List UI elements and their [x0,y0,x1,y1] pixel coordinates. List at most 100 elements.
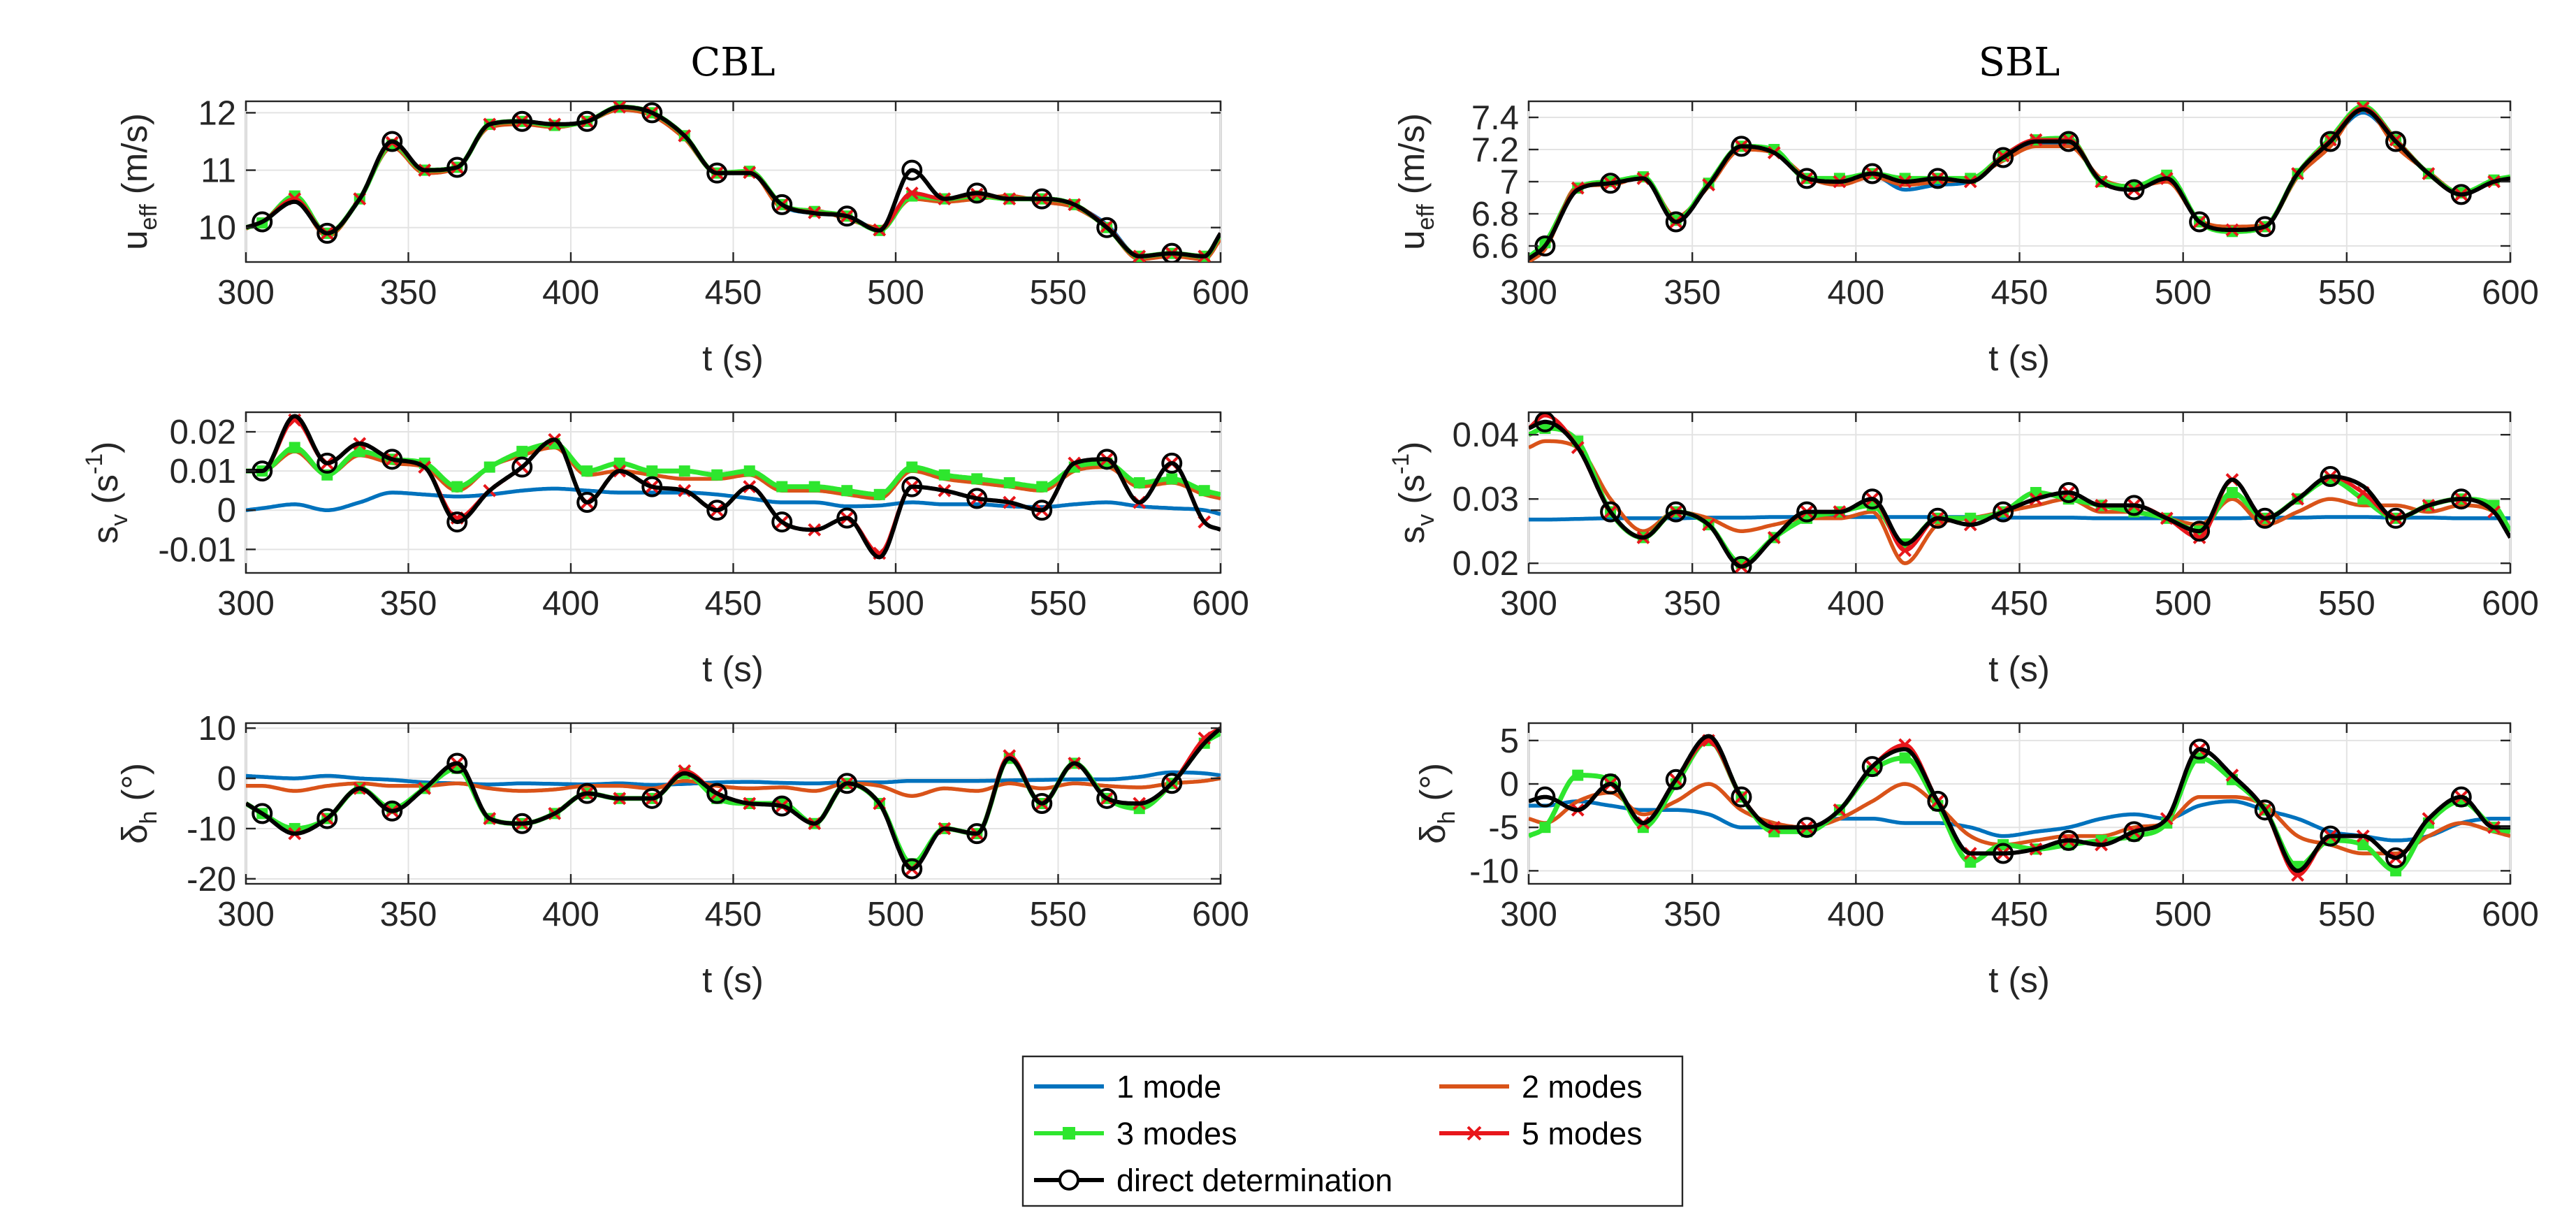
marker-3-modes [873,488,885,500]
line-direct-determination [1529,107,2510,261]
marker-direct [1861,163,1883,184]
marker-direct [1600,773,1622,795]
marker-direct [1993,501,2014,523]
y-tick-label: -10 [1469,852,1519,890]
marker-direct [2254,507,2276,529]
x-tick-label: 600 [1192,274,1249,312]
marker-direct [1796,501,1818,523]
x-tick-label: 450 [1991,896,2049,933]
x-tick-label: 450 [1991,585,2049,623]
ylabel-sub: h [136,811,162,824]
x-tick-label: 400 [542,896,599,933]
marker-3-modes [743,465,755,477]
series-1-mode [1529,515,2510,522]
marker-3-modes [581,465,593,477]
ylabel-cbl-sv: sv (s-1) [81,442,133,544]
y-tick-label: 6.8 [1471,196,1519,233]
ylabel-unit: (m/s) [115,113,154,204]
x-tick-label: 300 [1500,585,1557,623]
ylabel-unit-exponent: -1 [81,453,108,474]
marker-direct [2385,507,2407,529]
line-direct-determination [1529,419,2510,569]
marker-3-modes [289,442,300,453]
marker-direct [901,476,923,497]
marker-direct [511,813,533,834]
ylabel-sub: v [106,514,133,526]
marker-3-modes [776,481,788,493]
marker-3-modes [2390,865,2402,877]
x-tick-label: 500 [867,896,924,933]
marker-direct [641,787,663,809]
marker-direct [1031,793,1053,814]
marker-direct [2254,799,2276,821]
legend-marker-direct [1058,1170,1079,1191]
marker-direct [836,773,858,794]
marker-direct [576,492,598,514]
marker-3-modes [1166,473,1178,485]
marker-direct [2189,739,2211,760]
marker-direct [1096,217,1118,238]
x-tick-label: 450 [705,896,762,933]
x-tick-label: 500 [2155,585,2212,623]
ticks-cbl-ueff: 300 350 400 450 500 550 600 10 11 12 [198,94,1249,312]
ylabel-main: δ [1413,824,1453,844]
marker-3-modes [516,446,528,458]
y-tick-label: 0 [217,760,236,798]
marker-direct [381,131,403,152]
marker-direct [1927,507,1949,529]
x-tick-label: 400 [542,274,599,312]
legend-marker-5-modes [1467,1126,1482,1141]
marker-direct [1161,773,1183,794]
xlabel-cbl-delta: t (s) [702,960,764,1000]
ylabel-unit: (m/s) [1392,113,1432,204]
series-sbl-ueff [1529,101,2510,262]
marker-direct [901,159,923,181]
x-tick-label: 500 [2155,896,2212,933]
x-tick-label: 350 [380,274,437,312]
marker-3-modes [1133,476,1145,488]
ylabel-unit-exponent: -1 [1388,453,1414,474]
marker-direct [2450,184,2472,205]
y-tick-label: -20 [187,861,236,898]
marker-direct [706,162,728,184]
marker-direct [836,205,858,227]
y-tick-label: 7.4 [1471,99,1519,137]
ylabel-cbl-ueff: ueff (m/s) [115,113,162,250]
marker-3-modes [808,481,820,493]
marker-direct [641,476,663,497]
y-tick-label: -10 [187,810,236,848]
marker-direct [2123,821,2145,843]
y-tick-label: 12 [198,94,236,132]
marker-3-modes [1036,481,1048,493]
marker-direct [316,808,338,829]
ylabel-cbl-delta: δh (°) [115,763,162,844]
marker-direct [706,783,728,804]
marker-3-modes [613,457,625,469]
marker-direct [252,211,273,233]
x-tick-label: 400 [1827,585,1884,623]
x-tick-label: 600 [2482,274,2539,312]
x-tick-label: 300 [1500,274,1557,312]
marker-direct [381,449,403,470]
marker-direct [381,800,403,822]
ticks-cbl-delta: 300 350 400 450 500 550 600 -20 -10 0 10 [187,710,1249,933]
line-direct-determination [1529,734,2510,873]
x-tick-label: 600 [2482,896,2539,933]
xlabel-sbl-ueff: t (s) [1988,338,2050,378]
marker-direct [1600,501,1622,523]
panel-sbl-delta: 300 350 400 450 500 550 600 -10 -5 0 5 t (s) δh (°… [1413,722,2539,1000]
panel-title-cbl: CBL [690,40,775,85]
x-tick-label: 550 [1030,274,1087,312]
x-tick-label: 400 [542,585,599,623]
marker-direct [771,194,793,215]
x-tick-label: 400 [1827,896,1884,933]
marker-direct [1665,501,1687,523]
y-tick-label: 0.02 [170,414,236,451]
y-tick-label: -0.01 [158,531,236,569]
marker-3-modes [938,469,950,481]
y-tick-label: 11 [201,152,236,190]
y-tick-label: 0.01 [170,453,236,490]
y-tick-label: 7 [1500,163,1519,201]
ylabel-unit-close: ) [85,442,125,453]
